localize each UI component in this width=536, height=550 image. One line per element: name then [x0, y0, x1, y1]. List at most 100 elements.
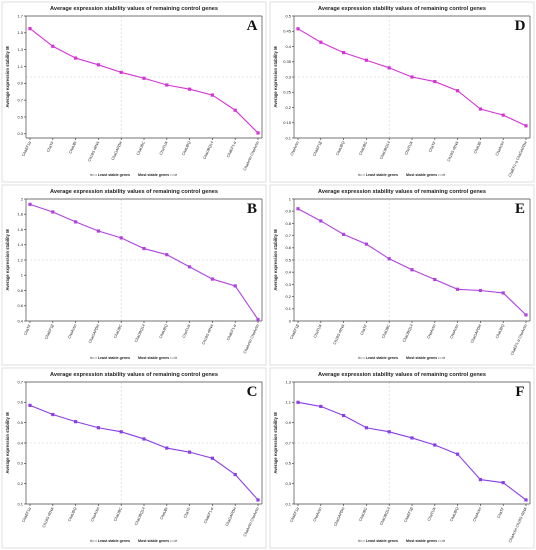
y-tick-label: 0.8	[285, 221, 291, 226]
data-point	[51, 210, 55, 214]
data-point	[188, 450, 192, 454]
panel-letter: E	[515, 201, 525, 217]
data-point	[478, 478, 482, 482]
data-point	[410, 436, 414, 440]
data-point	[364, 58, 368, 62]
data-point	[210, 456, 214, 460]
x-tick-label: ChaUBi	[68, 141, 77, 155]
data-point	[410, 75, 414, 79]
x-tick-label: ChaActin	[313, 507, 323, 523]
panel-frame	[269, 367, 535, 549]
data-point	[364, 242, 368, 246]
data-point	[456, 452, 460, 456]
data-point	[296, 27, 300, 31]
x-tick-label: ChaEF1α	[21, 506, 32, 523]
y-tick-label: 0.9	[17, 81, 23, 86]
data-point	[342, 413, 346, 418]
x-tick-label: ChaUBQ	[495, 324, 505, 340]
chart-title: Average expression stability values of r…	[318, 372, 486, 378]
data-point	[51, 44, 55, 48]
x-tick-label: ChaEF1β	[44, 323, 55, 340]
chart-panel-c: Average expression stability values of r…	[1, 367, 267, 549]
x-tick-label: ChaActin	[472, 507, 482, 523]
data-point	[28, 27, 32, 31]
x-tick-label: ChaActin	[67, 324, 77, 340]
y-tick-label: 0.5	[17, 420, 23, 425]
y-tick-label: 0.5	[285, 13, 291, 18]
y-tick-label: 0.7	[17, 98, 23, 103]
y-tick-label: 0.4	[17, 318, 23, 323]
data-point	[501, 291, 505, 295]
x-tick-label: ChaUBQ	[159, 324, 169, 340]
x-tick-label: ChaUBC	[136, 141, 146, 157]
y-axis-label: Average expression stability M	[273, 412, 278, 474]
x-tick-label: ChaUBQ	[449, 507, 459, 523]
y-tick-label: 0.6	[285, 245, 291, 250]
data-point	[478, 107, 482, 111]
x-tick-label: ChaTF	[46, 140, 55, 153]
data-point	[96, 63, 100, 67]
x-tick-label: ChaActin	[427, 324, 437, 340]
data-point	[210, 93, 214, 97]
x-tick-label: ChaUBi	[473, 141, 482, 155]
y-tick-label: 0.3	[285, 481, 291, 486]
x-tick-label: ChaUBQ14	[402, 324, 414, 343]
y-tick-label: 0.35	[283, 59, 292, 64]
data-point	[501, 481, 505, 485]
y-axis-label: Average expression stability M	[5, 229, 10, 291]
x-tick-label: ChaUBC	[358, 141, 368, 157]
x-tick-label: ChaActin	[449, 324, 459, 340]
chart-panel-f: Average expression stability values of r…	[269, 367, 535, 549]
y-tick-label: 0.3	[285, 74, 291, 79]
data-point	[342, 51, 346, 55]
data-point	[410, 268, 414, 272]
x-tick-label: ChaTF	[23, 323, 32, 336]
y-tick-label: 0.9	[285, 420, 291, 425]
data-point	[28, 202, 32, 206]
data-point	[342, 232, 346, 236]
data-point	[165, 83, 169, 87]
x-tick-label: ChaUBC	[381, 324, 391, 340]
y-tick-label: 1.7	[17, 13, 23, 18]
data-point	[433, 443, 437, 447]
data-point	[256, 131, 260, 135]
y-tick-label: 0.9	[285, 209, 291, 214]
x-tick-label: ChaEF1β	[289, 323, 300, 340]
data-point	[319, 40, 323, 44]
x-tick-label: ChaUBC	[113, 507, 123, 523]
chart-title: Average expression stability values of r…	[318, 6, 486, 12]
data-point	[501, 113, 505, 117]
data-point	[524, 313, 528, 317]
y-tick-label: 1.1	[17, 64, 23, 69]
y-axis-label: Average expression stability M	[273, 229, 278, 291]
panel-letter: C	[247, 384, 258, 400]
data-point	[233, 284, 237, 288]
y-tick-label: 1.5	[17, 30, 23, 35]
chart-title: Average expression stability values of r…	[50, 189, 218, 195]
data-point	[188, 87, 192, 91]
y-tick-label: 0.5	[285, 257, 291, 262]
panel-frame	[1, 367, 267, 549]
data-point	[256, 317, 260, 322]
y-tick-label: 0.6	[17, 400, 23, 405]
y-tick-label: 0.5	[17, 114, 23, 119]
y-tick-label: 2	[21, 196, 24, 201]
y-tick-label: 0.1	[285, 501, 291, 506]
least-stable-label: <:::: Least stable genes	[90, 173, 130, 177]
x-tick-label: ChaEF1-α	[226, 140, 237, 158]
y-tick-label: 1.4	[17, 242, 23, 247]
y-tick-label: 0.6	[17, 303, 23, 308]
least-stable-label: <:::: Least stable genes	[90, 356, 130, 360]
y-tick-label: 0.45	[283, 29, 292, 34]
most-stable-label: Most stable genes ::::>	[406, 356, 445, 360]
x-tick-label: ChaUBQ14	[379, 141, 391, 160]
chart-title: Average expression stability values of r…	[318, 189, 486, 195]
x-tick-label: ChaUBC	[113, 324, 123, 340]
data-point	[96, 229, 100, 233]
chart-title: Average expression stability values of r…	[50, 6, 218, 12]
data-point	[296, 400, 300, 404]
data-point	[296, 207, 300, 211]
data-point	[142, 76, 146, 80]
most-stable-label: Most stable genes ::::>	[138, 356, 177, 360]
